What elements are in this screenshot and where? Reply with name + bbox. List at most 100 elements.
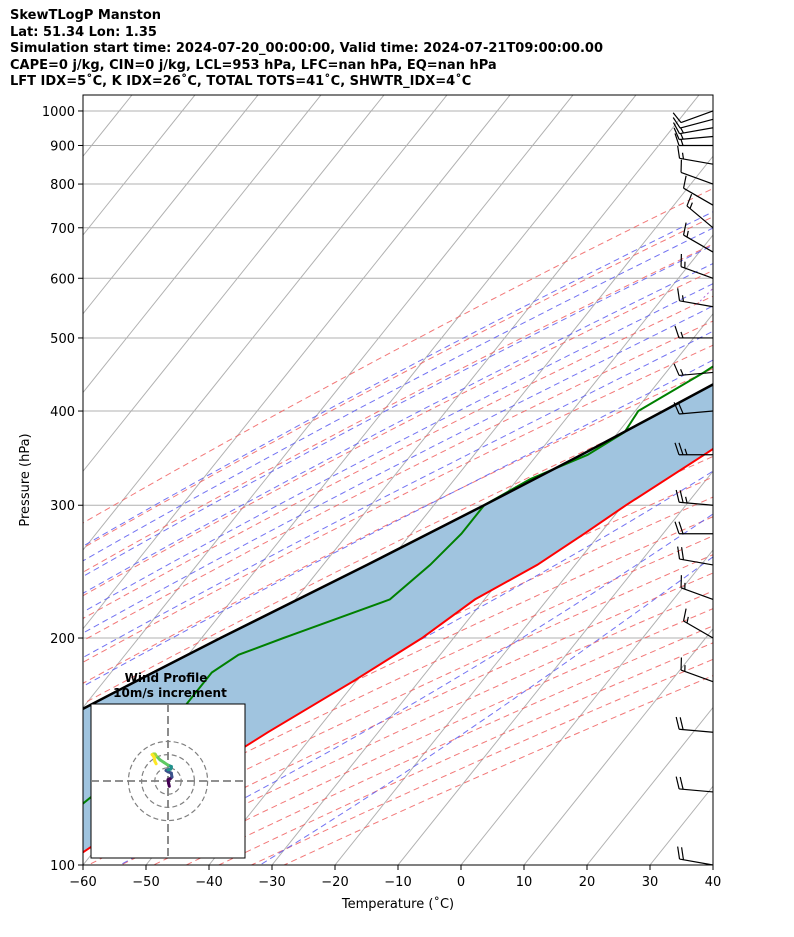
barb-staff [680, 266, 714, 279]
barb-half-flag [689, 202, 693, 209]
wind-profile-inset: Wind Profile 10m/s increment [90, 671, 246, 859]
barb-staff [680, 587, 714, 601]
barb-flag [677, 145, 681, 159]
barb-staff [679, 157, 714, 165]
moist-adiabat [83, 211, 713, 547]
dry-adiabat [83, 243, 713, 573]
barb-flag [672, 122, 681, 134]
moist-adiabat [83, 305, 713, 634]
wind-barb [677, 288, 714, 308]
mixing-ratio-line [694, 287, 713, 308]
dry-adiabat [218, 642, 713, 865]
inset-title: Wind Profile [125, 671, 208, 685]
barb-staff [679, 501, 714, 506]
dry-adiabat [83, 496, 713, 800]
x-tick-label: 0 [457, 875, 465, 890]
barb-flag [682, 222, 687, 236]
barb-flag [679, 717, 684, 730]
wind-barb [680, 253, 714, 279]
y-tick-label: 700 [50, 222, 75, 237]
barb-flag [681, 547, 685, 560]
y-tick-label: 400 [50, 405, 75, 420]
barb-flag [673, 402, 680, 415]
y-tick-label: 800 [50, 178, 75, 193]
isotherm-line [83, 95, 259, 315]
barb-half-flag [679, 127, 684, 134]
barb-staff [683, 620, 714, 639]
barb-half-flag [686, 230, 689, 238]
wind-barb [673, 401, 714, 415]
wind-barbs [672, 110, 714, 866]
x-tick-label: 20 [579, 875, 596, 890]
wind-barb [677, 546, 714, 566]
barb-staff [683, 187, 714, 206]
barb-staff [679, 858, 714, 866]
hodograph [91, 704, 245, 858]
y-tick-label: 200 [50, 632, 75, 647]
barb-flag [675, 489, 680, 503]
barb-half-flag [681, 152, 685, 160]
axes: −60 −50 −40 −30 −20 −10 0 10 20 30 40 100 200 300 400 5… [42, 105, 721, 890]
x-tick-label: −20 [321, 875, 348, 890]
wind-barb [680, 159, 714, 185]
moist-adiabat [83, 227, 713, 562]
barb-half-flag [685, 496, 688, 504]
barb-flag [673, 127, 680, 140]
barb-staff [680, 118, 714, 129]
isotherm-line [83, 95, 322, 394]
isotherm-line [83, 95, 448, 551]
wind-barb [677, 145, 714, 165]
barb-staff [679, 728, 714, 733]
moist-adiabat [83, 470, 713, 818]
barb-flag [678, 521, 684, 534]
wind-barb [682, 175, 714, 206]
moist-adiabat [83, 262, 713, 594]
x-tick-label: −30 [258, 875, 285, 890]
isotherm-line [208, 234, 713, 865]
y-tick-label: 900 [50, 139, 75, 154]
wind-barb [672, 122, 714, 135]
mixing-ratio-line [756, 95, 794, 307]
wind-barb [674, 521, 713, 535]
wind-barb [672, 117, 714, 129]
y-tick-label: 1000 [42, 105, 75, 120]
isotherm-line [460, 549, 713, 865]
inset-subtitle: 10m/s increment [113, 686, 227, 700]
temperature-profile [83, 447, 713, 854]
wind-barb [677, 846, 714, 866]
isotherm-line [83, 95, 574, 709]
barb-half-flag [681, 295, 685, 302]
barb-flag [673, 363, 680, 376]
dry-adiabat [83, 535, 713, 835]
wind-barb [675, 489, 714, 506]
barb-flag [678, 442, 684, 455]
stability-indices: LFT IDX=5˚C, K IDX=26˚C, TOTAL TOTS=41˚C… [10, 74, 472, 89]
dewpoint-profile [83, 365, 713, 805]
dry-adiabat [83, 390, 713, 705]
barb-half-flag [680, 133, 684, 140]
barb-flag [674, 521, 680, 534]
wind-barb [682, 608, 714, 639]
wind-barb [673, 363, 714, 377]
barb-flag [675, 776, 680, 790]
barb-half-flag [680, 331, 684, 339]
simulation-times: Simulation start time: 2024-07-20_00:00:… [10, 41, 603, 56]
x-tick-label: 10 [516, 875, 533, 890]
barb-half-flag [680, 369, 684, 376]
barb-flag [675, 716, 680, 730]
barb-flag [682, 175, 687, 189]
barb-flag [674, 442, 680, 455]
stability-parameters: CAPE=0 j/kg, CIN=0 j/kg, LCL=953 hPa, LF… [10, 57, 497, 73]
barb-staff [680, 171, 714, 185]
barb-flag [679, 490, 684, 503]
moist-adiabat [83, 283, 713, 613]
barb-staff [679, 127, 714, 135]
barb-staff [680, 669, 714, 683]
y-axis-label: Pressure (hPa) [18, 433, 33, 526]
isotherm-line [776, 95, 794, 865]
barb-flag [681, 847, 685, 860]
barb-staff [680, 110, 714, 124]
moist-adiabat [83, 244, 713, 578]
wind-barb [675, 716, 714, 733]
barb-flag [672, 112, 682, 123]
